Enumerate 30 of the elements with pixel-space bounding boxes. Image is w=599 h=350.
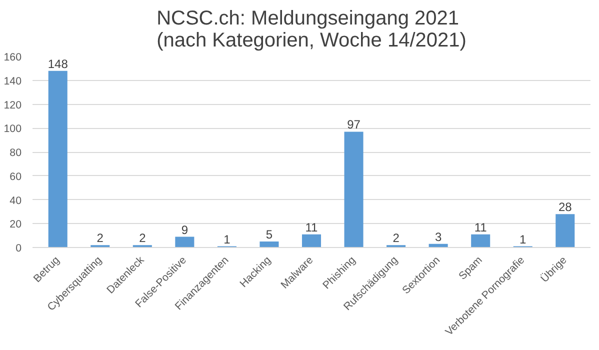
y-tick-label: 100 [4,123,22,136]
y-tick-label: 20 [10,218,22,231]
data-label: 148 [48,56,68,71]
data-label: 11 [474,220,488,234]
data-label: 28 [558,200,572,214]
bar [471,234,490,248]
data-label: 1 [224,232,231,246]
bar [260,242,279,248]
data-label: 9 [181,222,188,237]
y-tick-label: 120 [4,99,22,112]
data-label: 11 [305,220,318,234]
bar [302,234,322,248]
bar [175,236,194,248]
data-label: 2 [96,231,104,246]
y-tick-label: 40 [10,194,22,207]
data-label: 5 [266,228,273,242]
data-label: 2 [392,231,400,246]
bar [556,214,575,248]
y-tick-label: 140 [4,75,22,88]
data-label: 1 [520,232,527,246]
data-label: 97 [347,118,361,132]
y-tick-label: 80 [10,147,22,159]
y-tick-label: 160 [4,52,22,64]
bar [344,132,364,248]
data-label: 3 [434,230,442,244]
y-tick-label: 60 [10,170,22,183]
chart-title: NCSC.ch: Meldungseingang 2021 (nach Kategorien, Woche 14/2021) [156,8,466,52]
bar [48,70,68,248]
data-label: 2 [139,231,146,246]
y-tick-label: 0 [16,242,22,254]
